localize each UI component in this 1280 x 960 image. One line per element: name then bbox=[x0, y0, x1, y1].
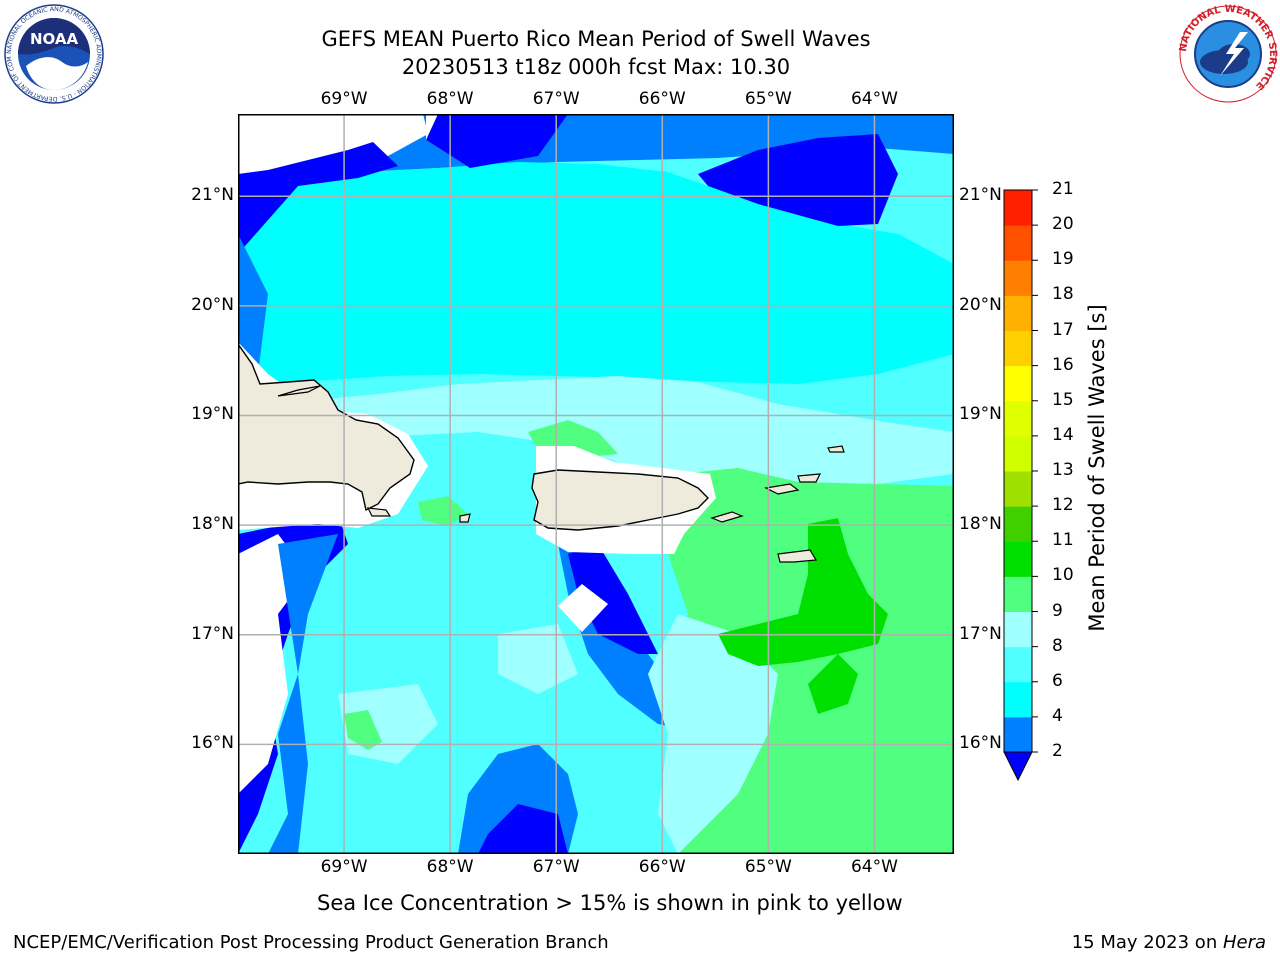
lon-tick-label-bottom: 68°W bbox=[426, 857, 474, 877]
lon-tick-label-bottom: 69°W bbox=[320, 857, 368, 877]
sea-ice-note: Sea Ice Concentration > 15% is shown in … bbox=[317, 891, 903, 915]
ice-mask-west bbox=[238, 534, 308, 794]
lat-tick-label-left: 18°N bbox=[191, 514, 234, 535]
colorbar-cell bbox=[1004, 400, 1032, 437]
colorbar-cell bbox=[1004, 330, 1032, 367]
colorbar-cell bbox=[1004, 225, 1032, 261]
nws-logo: NATIONAL WEATHER SERVICE bbox=[1178, 4, 1278, 103]
colorbar-cell bbox=[1004, 646, 1032, 683]
colorbar-tick-label: 10 bbox=[1052, 565, 1074, 586]
lon-tick-label-top: 64°W bbox=[850, 89, 898, 109]
ice-mask-south bbox=[558, 584, 608, 632]
land-puerto-rico bbox=[531, 469, 709, 531]
land-tortola bbox=[797, 473, 822, 483]
run-date-text: 15 May 2023 on bbox=[1071, 932, 1223, 953]
colorbar-cell bbox=[1004, 190, 1032, 226]
branch-credit: NCEP/EMC/Verification Post Processing Pr… bbox=[13, 932, 609, 953]
lat-tick-label-right: 20°N bbox=[959, 294, 1002, 315]
lat-tick-label-right: 16°N bbox=[959, 733, 1002, 754]
colorbar-tick-label: 13 bbox=[1052, 460, 1074, 480]
colorbar-under-arrow bbox=[1003, 751, 1033, 782]
lat-tick-label-left: 16°N bbox=[191, 733, 234, 754]
lat-tick-label-left: 17°N bbox=[191, 623, 234, 644]
swell-band-2-4-south-central bbox=[568, 544, 658, 654]
land-hispaniola bbox=[238, 342, 415, 512]
land-mona bbox=[459, 513, 471, 523]
lon-tick-label-bottom: 65°W bbox=[744, 857, 792, 877]
colorbar-tick-label: 9 bbox=[1052, 600, 1063, 621]
swell-band-8-9-east-inner bbox=[648, 614, 778, 854]
swell-band-2-4-south bbox=[478, 804, 568, 854]
swell-band-9-10-mona bbox=[418, 496, 468, 526]
colorbar-tick-label: 17 bbox=[1052, 319, 1074, 340]
lon-tick-label-top: 65°W bbox=[744, 89, 792, 109]
colorbar-tick-label: 12 bbox=[1052, 495, 1074, 516]
map-panel bbox=[238, 114, 954, 854]
colorbar-cell bbox=[1004, 295, 1032, 331]
colorbar-tick-label: 11 bbox=[1052, 530, 1074, 551]
lat-tick-label-left: 21°N bbox=[191, 185, 234, 206]
lon-tick-label-top: 66°W bbox=[638, 89, 686, 109]
colorbar-cell bbox=[1004, 716, 1032, 753]
colorbar-tick-label: 6 bbox=[1052, 670, 1063, 691]
colorbar-tick-label: 20 bbox=[1052, 214, 1074, 235]
colorbar-cell bbox=[1004, 365, 1032, 402]
lat-tick-label-right: 21°N bbox=[959, 185, 1002, 206]
lat-tick-label-right: 18°N bbox=[959, 514, 1002, 535]
colorbar-cell bbox=[1004, 611, 1032, 648]
colorbar-tick-label: 4 bbox=[1052, 705, 1063, 726]
lat-tick-label-left: 19°N bbox=[191, 404, 234, 425]
colorbar-tick-label: 16 bbox=[1052, 354, 1074, 375]
colorbar-cell bbox=[1004, 435, 1032, 472]
graticule bbox=[238, 114, 954, 854]
land-virgin-islands bbox=[764, 483, 800, 495]
lon-tick-label-bottom: 66°W bbox=[638, 857, 686, 877]
colorbar-cell bbox=[1004, 681, 1032, 718]
noaa-logo: NATIONAL OCEANIC AND ATMOSPHERIC ADMINIS… bbox=[4, 4, 104, 104]
map-frame bbox=[238, 114, 954, 854]
swell-band-2-4-northwest bbox=[238, 142, 398, 254]
colorbar-cell bbox=[1004, 260, 1032, 296]
lat-tick-label-right: 17°N bbox=[959, 623, 1002, 644]
swell-band-2-4-northeast bbox=[698, 134, 898, 226]
colorbar-tick-label: 14 bbox=[1052, 424, 1074, 445]
land-tortuga bbox=[277, 385, 321, 397]
ice-mask-northwest bbox=[238, 114, 428, 178]
lat-tick-label-right: 19°N bbox=[959, 404, 1002, 425]
lon-tick-label-bottom: 67°W bbox=[532, 857, 580, 877]
swell-band-10-11-east bbox=[718, 518, 888, 666]
lon-tick-label-top: 67°W bbox=[532, 89, 580, 109]
swell-band-2-4-north bbox=[426, 114, 568, 168]
lat-tick-label-left: 20°N bbox=[191, 294, 234, 315]
colorbar-tick-label: 18 bbox=[1052, 284, 1074, 305]
colorbar-tick-label: 2 bbox=[1052, 741, 1063, 761]
colorbar-tick-label: 8 bbox=[1052, 635, 1063, 656]
colorbar-tick-label: 19 bbox=[1052, 249, 1074, 270]
colorbar-tick-label: 21 bbox=[1052, 179, 1074, 199]
run-date: 15 May 2023 on Hera bbox=[1072, 932, 1266, 953]
run-system: Hera bbox=[1222, 932, 1266, 953]
noaa-label: NOAA bbox=[30, 30, 79, 48]
lon-tick-label-top: 69°W bbox=[320, 89, 368, 109]
chart-title-line2: 20230513 t18z 000h fcst Max: 10.30 bbox=[401, 55, 791, 79]
chart-title-line1: GEFS MEAN Puerto Rico Mean Period of Swe… bbox=[321, 27, 871, 51]
swell-band-6-8-north bbox=[238, 162, 954, 394]
colorbar bbox=[1003, 189, 1038, 782]
land-saona bbox=[366, 507, 392, 517]
colorbar-cell bbox=[1004, 471, 1032, 507]
colorbar-tick-label: 15 bbox=[1052, 389, 1074, 410]
colorbar-cell bbox=[1004, 541, 1032, 577]
lon-tick-label-top: 68°W bbox=[426, 89, 474, 109]
lon-tick-label-bottom: 64°W bbox=[850, 857, 898, 877]
colorbar-cell bbox=[1004, 506, 1032, 542]
colorbar-label: Mean Period of Swell Waves [s] bbox=[1085, 304, 1109, 632]
swell-band-8-9-south bbox=[498, 624, 578, 694]
land-st-croix bbox=[777, 549, 818, 563]
swell-band-9-10-southwest bbox=[344, 710, 382, 750]
swell-band-10-11-southeast bbox=[808, 654, 858, 714]
swell-band-4-6-west-inner bbox=[268, 534, 338, 854]
colorbar-cell bbox=[1004, 576, 1032, 612]
land-anegada bbox=[827, 445, 845, 453]
land-vieques bbox=[710, 511, 744, 523]
